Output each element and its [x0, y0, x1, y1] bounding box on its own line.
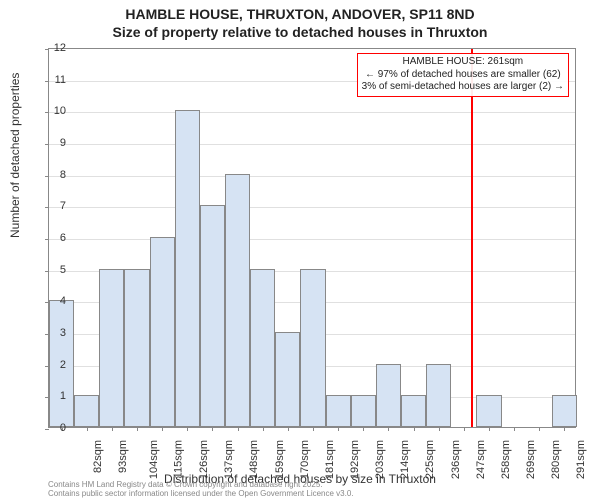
xtick-label: 203sqm — [374, 440, 386, 479]
xtick-mark — [338, 427, 339, 431]
ytick-label: 10 — [38, 105, 66, 117]
ytick-label: 1 — [38, 390, 66, 402]
ytick-label: 4 — [38, 295, 66, 307]
annotation-line3: 3% of semi-detached houses are larger (2… — [362, 81, 564, 94]
xtick-mark — [212, 427, 213, 431]
histogram-bar — [175, 110, 200, 427]
annotation-line2: ← 97% of detached houses are smaller (62… — [362, 69, 564, 82]
xtick-label: 93sqm — [117, 440, 129, 473]
ytick-label: 5 — [38, 264, 66, 276]
histogram-bar — [200, 205, 225, 427]
xtick-label: 104sqm — [148, 440, 160, 479]
footer-note: Contains HM Land Registry data © Crown c… — [48, 480, 354, 498]
ytick-label: 9 — [38, 137, 66, 149]
xtick-mark — [87, 427, 88, 431]
histogram-bar — [326, 395, 351, 427]
y-axis-title: Number of detached properties — [8, 73, 22, 238]
xtick-mark — [388, 427, 389, 431]
xtick-mark — [564, 427, 565, 431]
gridline — [49, 112, 575, 113]
gridline — [49, 144, 575, 145]
gridline — [49, 239, 575, 240]
xtick-mark — [112, 427, 113, 431]
ytick-label: 12 — [38, 42, 66, 54]
plot-area: HAMBLE HOUSE: 261sqm← 97% of detached ho… — [48, 48, 576, 428]
xtick-mark — [439, 427, 440, 431]
xtick-mark — [363, 427, 364, 431]
xtick-mark — [263, 427, 264, 431]
xtick-label: 225sqm — [425, 440, 437, 479]
histogram-bar — [552, 395, 577, 427]
chart-title-line2: Size of property relative to detached ho… — [0, 24, 600, 42]
histogram-bar — [250, 269, 275, 427]
xtick-label: 247sqm — [475, 440, 487, 479]
plot-wrap: HAMBLE HOUSE: 261sqm← 97% of detached ho… — [48, 48, 576, 428]
ytick-label: 3 — [38, 327, 66, 339]
histogram-bar — [275, 332, 300, 427]
xtick-label: 258sqm — [500, 440, 512, 479]
gridline — [49, 207, 575, 208]
xtick-label: 280sqm — [550, 440, 562, 479]
xtick-mark — [539, 427, 540, 431]
xtick-mark — [187, 427, 188, 431]
xtick-mark — [489, 427, 490, 431]
xtick-label: 170sqm — [299, 440, 311, 479]
histogram-bar — [376, 364, 401, 427]
ytick-label: 0 — [38, 422, 66, 434]
xtick-label: 291sqm — [575, 440, 587, 479]
xtick-label: 137sqm — [223, 440, 235, 479]
xtick-label: 192sqm — [349, 440, 361, 479]
xtick-label: 148sqm — [249, 440, 261, 479]
xtick-label: 181sqm — [324, 440, 336, 479]
footer-line1: Contains HM Land Registry data © Crown c… — [48, 480, 354, 489]
xtick-label: 82sqm — [92, 440, 104, 473]
xtick-mark — [414, 427, 415, 431]
ytick-label: 8 — [38, 169, 66, 181]
ytick-label: 11 — [38, 74, 66, 86]
histogram-bar — [225, 174, 250, 427]
xtick-label: 115sqm — [172, 440, 184, 478]
histogram-bar — [401, 395, 426, 427]
histogram-bar — [150, 237, 175, 427]
ytick-label: 2 — [38, 359, 66, 371]
histogram-bar — [300, 269, 325, 427]
histogram-bar — [124, 269, 149, 427]
xtick-label: 236sqm — [450, 440, 462, 479]
xtick-mark — [137, 427, 138, 431]
histogram-bar — [351, 395, 376, 427]
histogram-bar — [426, 364, 451, 427]
marker-line — [471, 49, 473, 427]
xtick-mark — [464, 427, 465, 431]
chart-title-block: HAMBLE HOUSE, THRUXTON, ANDOVER, SP11 8N… — [0, 0, 600, 41]
ytick-label: 7 — [38, 200, 66, 212]
histogram-bar — [476, 395, 501, 427]
gridline — [49, 176, 575, 177]
xtick-mark — [288, 427, 289, 431]
annotation-box: HAMBLE HOUSE: 261sqm← 97% of detached ho… — [357, 53, 569, 97]
annotation-line1: HAMBLE HOUSE: 261sqm — [362, 56, 564, 69]
xtick-label: 269sqm — [525, 440, 537, 479]
xtick-label: 214sqm — [399, 440, 411, 479]
xtick-mark — [162, 427, 163, 431]
histogram-bar — [99, 269, 124, 427]
xtick-label: 126sqm — [198, 440, 210, 479]
ytick-label: 6 — [38, 232, 66, 244]
histogram-bar — [74, 395, 99, 427]
chart-title-line1: HAMBLE HOUSE, THRUXTON, ANDOVER, SP11 8N… — [0, 6, 600, 24]
xtick-mark — [514, 427, 515, 431]
xtick-mark — [238, 427, 239, 431]
footer-line2: Contains public sector information licen… — [48, 489, 354, 498]
xtick-mark — [313, 427, 314, 431]
xtick-label: 159sqm — [274, 440, 286, 479]
